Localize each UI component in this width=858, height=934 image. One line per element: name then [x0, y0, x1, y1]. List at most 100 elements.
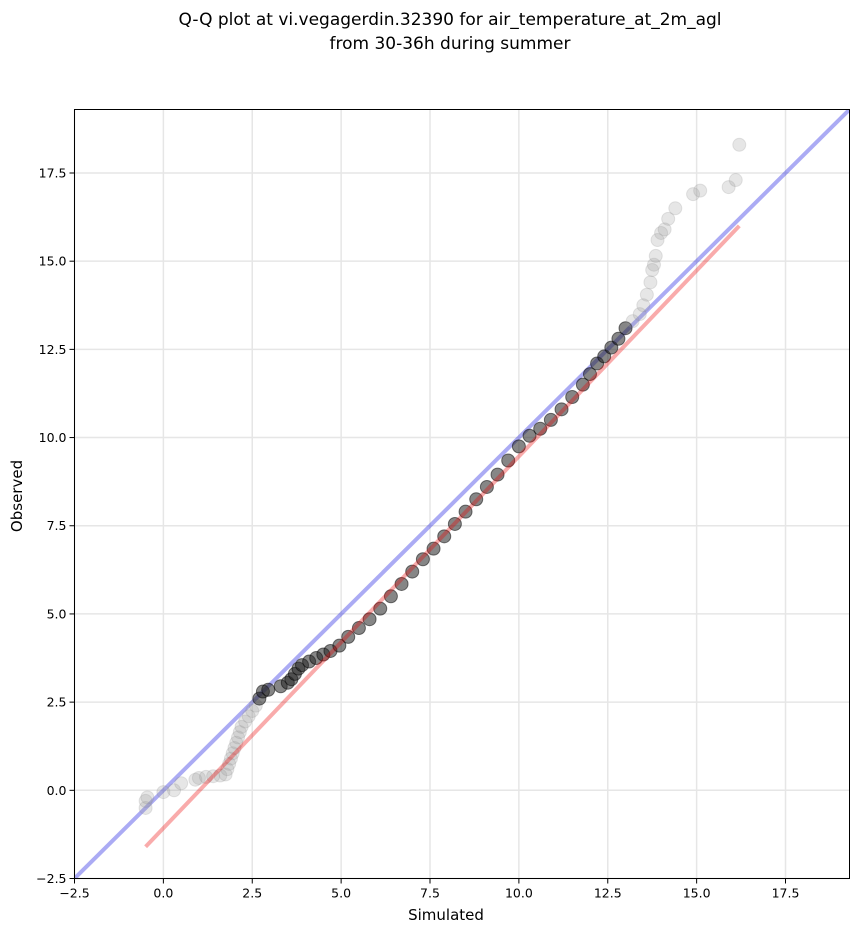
data-point [522, 428, 537, 443]
data-point [693, 183, 708, 198]
data-point [654, 225, 669, 240]
y-axis-label: Observed [8, 460, 26, 532]
data-point [199, 769, 214, 784]
data-point [437, 529, 452, 544]
x-tick-label: 7.5 [420, 886, 440, 901]
data-point [229, 735, 244, 750]
data-point [332, 638, 347, 653]
data-point [426, 541, 441, 556]
data-point [191, 770, 206, 785]
data-point [618, 321, 633, 336]
y-tick-label: −2.5 [36, 871, 66, 886]
grid [73, 109, 850, 880]
data-point [650, 233, 665, 248]
data-point [223, 751, 238, 766]
x-tick-label: 0.0 [153, 886, 173, 901]
plot-frame [74, 109, 850, 879]
y-tick-label: 17.5 [39, 165, 67, 180]
data-point [501, 453, 516, 468]
x-tick-label: 2.5 [242, 886, 262, 901]
data-point [490, 467, 505, 482]
data-point [582, 367, 597, 382]
data-point [636, 298, 651, 313]
data-point [415, 552, 430, 567]
y-tick-label: 2.5 [47, 695, 67, 710]
data-point [554, 402, 569, 417]
data-point [648, 248, 663, 263]
chart-subtitle: from 30-36h during summer [330, 34, 571, 54]
data-point [341, 629, 356, 644]
y-tick-label: 10.0 [39, 430, 67, 445]
data-point [479, 479, 494, 494]
data-point [222, 756, 237, 771]
data-point [234, 719, 249, 734]
data-point [351, 621, 366, 636]
data-point [447, 516, 462, 531]
y-tick-label: 5.0 [47, 606, 67, 621]
data-point [394, 576, 409, 591]
data-point [511, 439, 526, 454]
data-point [533, 421, 548, 436]
x-tick-label: 10.0 [505, 886, 533, 901]
data-point [213, 768, 228, 783]
data-point [686, 187, 701, 202]
reference-lines [74, 109, 850, 879]
data-point [156, 785, 171, 800]
data-point [231, 730, 246, 745]
data-point [657, 222, 672, 237]
data-point [721, 180, 736, 195]
identity-line [74, 109, 850, 879]
data-point [732, 137, 747, 152]
data-point [225, 746, 240, 761]
y-tick-label: 7.5 [47, 518, 67, 533]
data-point [543, 412, 558, 427]
data-point [362, 612, 377, 627]
data-point [174, 776, 189, 791]
data-point [405, 564, 420, 579]
data-point [625, 314, 640, 329]
data-point [668, 201, 683, 216]
y-tick-label: 15.0 [39, 254, 67, 269]
data-point [206, 769, 221, 784]
data-point [232, 725, 247, 740]
data-point [188, 772, 203, 787]
data-point [643, 275, 658, 290]
data-point [469, 492, 484, 507]
data-point [645, 263, 660, 278]
y-tick-label: 0.0 [47, 783, 67, 798]
data-point [227, 740, 242, 755]
data-points [138, 137, 747, 815]
data-point [611, 331, 626, 346]
x-axis-label: Simulated [408, 906, 484, 924]
data-point [167, 783, 182, 798]
x-tick-label: −2.5 [59, 886, 89, 901]
data-point [728, 173, 743, 188]
data-point [639, 287, 654, 302]
x-tick-label: 15.0 [683, 886, 711, 901]
data-point [373, 601, 388, 616]
data-point [138, 793, 153, 808]
chart-title: Q-Q plot at vi.vegagerdin.32390 for air_… [178, 10, 721, 30]
data-point [218, 767, 233, 782]
data-point [245, 703, 260, 718]
data-point [241, 709, 256, 724]
data-point [661, 211, 676, 226]
data-point [646, 257, 661, 272]
data-point [220, 762, 235, 777]
data-point [140, 790, 155, 805]
axis-ticks: −2.5 0.0 2.5 5.0 7.5 10.0 12.5 15.0 17.5 −2.5 0.0 2… [36, 165, 799, 900]
data-point [565, 389, 580, 404]
data-point [575, 377, 590, 392]
x-tick-label: 12.5 [594, 886, 622, 901]
fit-line [144, 224, 741, 849]
data-point [238, 714, 253, 729]
data-point [138, 800, 153, 815]
data-point [632, 307, 647, 322]
data-point [458, 504, 473, 519]
data-point [261, 682, 276, 697]
y-tick-label: 12.5 [39, 342, 67, 357]
data-point [383, 589, 398, 604]
x-tick-label: 5.0 [331, 886, 351, 901]
